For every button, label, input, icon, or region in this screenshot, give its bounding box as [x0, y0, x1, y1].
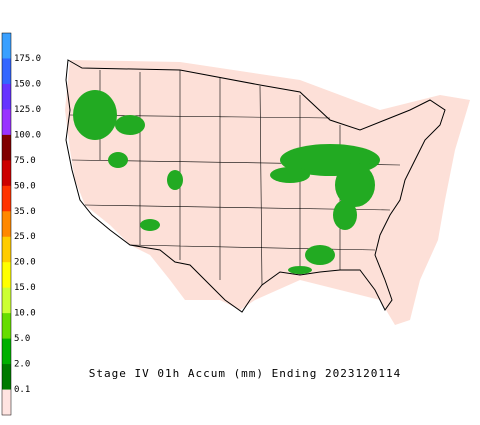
legend-label: 125.0 — [14, 105, 41, 115]
legend-label: 2.0 — [14, 360, 30, 370]
legend-label: 100.0 — [14, 130, 41, 140]
legend-swatch — [2, 160, 11, 187]
legend-swatch — [2, 262, 11, 289]
country-outline — [65, 59, 446, 313]
legend-label: 0.1 — [14, 385, 30, 395]
precipitation-areas — [73, 90, 380, 274]
legend-label: 50.0 — [14, 181, 36, 191]
legend-swatch — [2, 338, 11, 365]
legend-swatch — [2, 211, 11, 238]
legend-label: 75.0 — [14, 156, 36, 166]
legend-label: 10.0 — [14, 309, 36, 319]
legend-label: 20.0 — [14, 258, 36, 268]
legend-label: 15.0 — [14, 283, 36, 293]
legend-swatch — [2, 185, 11, 212]
legend: 175.0 150.0 125.0 100.0 75.0 50.0 35.0 25.0 20.0… — [1, 32, 41, 416]
legend-swatch — [2, 389, 11, 416]
legend-swatch — [2, 313, 11, 340]
legend-swatch — [2, 33, 11, 59]
legend-swatch — [2, 58, 11, 85]
map-title: Stage IV 01h Accum (mm) Ending 202312011… — [89, 367, 402, 380]
legend-label: 5.0 — [14, 334, 30, 344]
legend-swatch — [2, 364, 11, 391]
legend-swatch — [2, 83, 11, 110]
legend-swatch — [2, 236, 11, 263]
legend-label: 175.0 — [14, 54, 41, 64]
legend-label: 35.0 — [14, 207, 36, 217]
legend-label: 150.0 — [14, 79, 41, 89]
legend-label: 25.0 — [14, 232, 36, 242]
legend-swatch — [2, 109, 11, 136]
legend-swatch — [2, 134, 11, 161]
legend-border — [1, 32, 12, 416]
legend-swatch — [2, 287, 11, 314]
